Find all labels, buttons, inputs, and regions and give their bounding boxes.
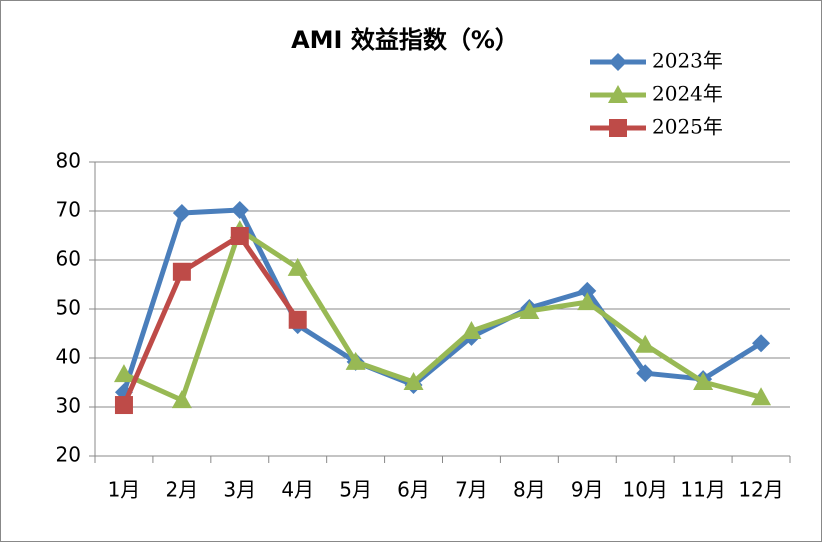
chart-title: AMI 效益指数（%） xyxy=(291,26,519,54)
point xyxy=(172,262,191,281)
point xyxy=(461,321,482,340)
point xyxy=(113,364,134,383)
x-tick-label: 11月 xyxy=(680,478,725,502)
y-tick-label: 80 xyxy=(56,149,81,173)
x-tick-label: 8月 xyxy=(513,478,546,502)
legend-label: 2023年 xyxy=(652,49,723,73)
point xyxy=(636,364,655,383)
series-line xyxy=(121,233,300,407)
point xyxy=(578,281,597,300)
series-line xyxy=(121,207,763,394)
y-tick-label: 20 xyxy=(56,443,81,467)
x-tick-label: 3月 xyxy=(223,478,256,502)
point xyxy=(345,351,366,370)
legend-marker xyxy=(609,119,627,137)
point xyxy=(403,372,424,391)
y-tick-label: 60 xyxy=(56,247,81,271)
point xyxy=(230,226,249,245)
legend-marker xyxy=(609,53,627,71)
point xyxy=(287,257,308,276)
x-tick-label: 2月 xyxy=(166,478,199,502)
x-tick-label: 6月 xyxy=(397,478,430,502)
point xyxy=(519,300,540,319)
point xyxy=(288,310,307,329)
point xyxy=(172,203,191,222)
x-tick-label: 4月 xyxy=(281,478,314,502)
point xyxy=(635,334,656,353)
x-tick-label: 10月 xyxy=(622,478,667,502)
y-tick-label: 30 xyxy=(56,394,81,418)
point xyxy=(751,387,772,406)
point xyxy=(752,334,771,353)
x-tick-label: 5月 xyxy=(339,478,372,502)
x-tick-label: 1月 xyxy=(108,478,141,502)
x-tick-label: 12月 xyxy=(738,478,783,502)
point xyxy=(171,390,192,409)
legend-label: 2025年 xyxy=(652,115,723,139)
x-tick-label: 9月 xyxy=(571,478,604,502)
legend-label: 2024年 xyxy=(652,82,723,106)
y-tick-label: 40 xyxy=(56,345,81,369)
legend-marker xyxy=(608,85,628,103)
point xyxy=(114,396,133,415)
series-line xyxy=(122,227,762,403)
point xyxy=(693,372,714,391)
x-tick-label: 7月 xyxy=(455,478,488,502)
point xyxy=(577,292,598,311)
y-tick-label: 70 xyxy=(56,198,81,222)
point xyxy=(230,201,249,220)
y-tick-label: 50 xyxy=(56,296,81,320)
